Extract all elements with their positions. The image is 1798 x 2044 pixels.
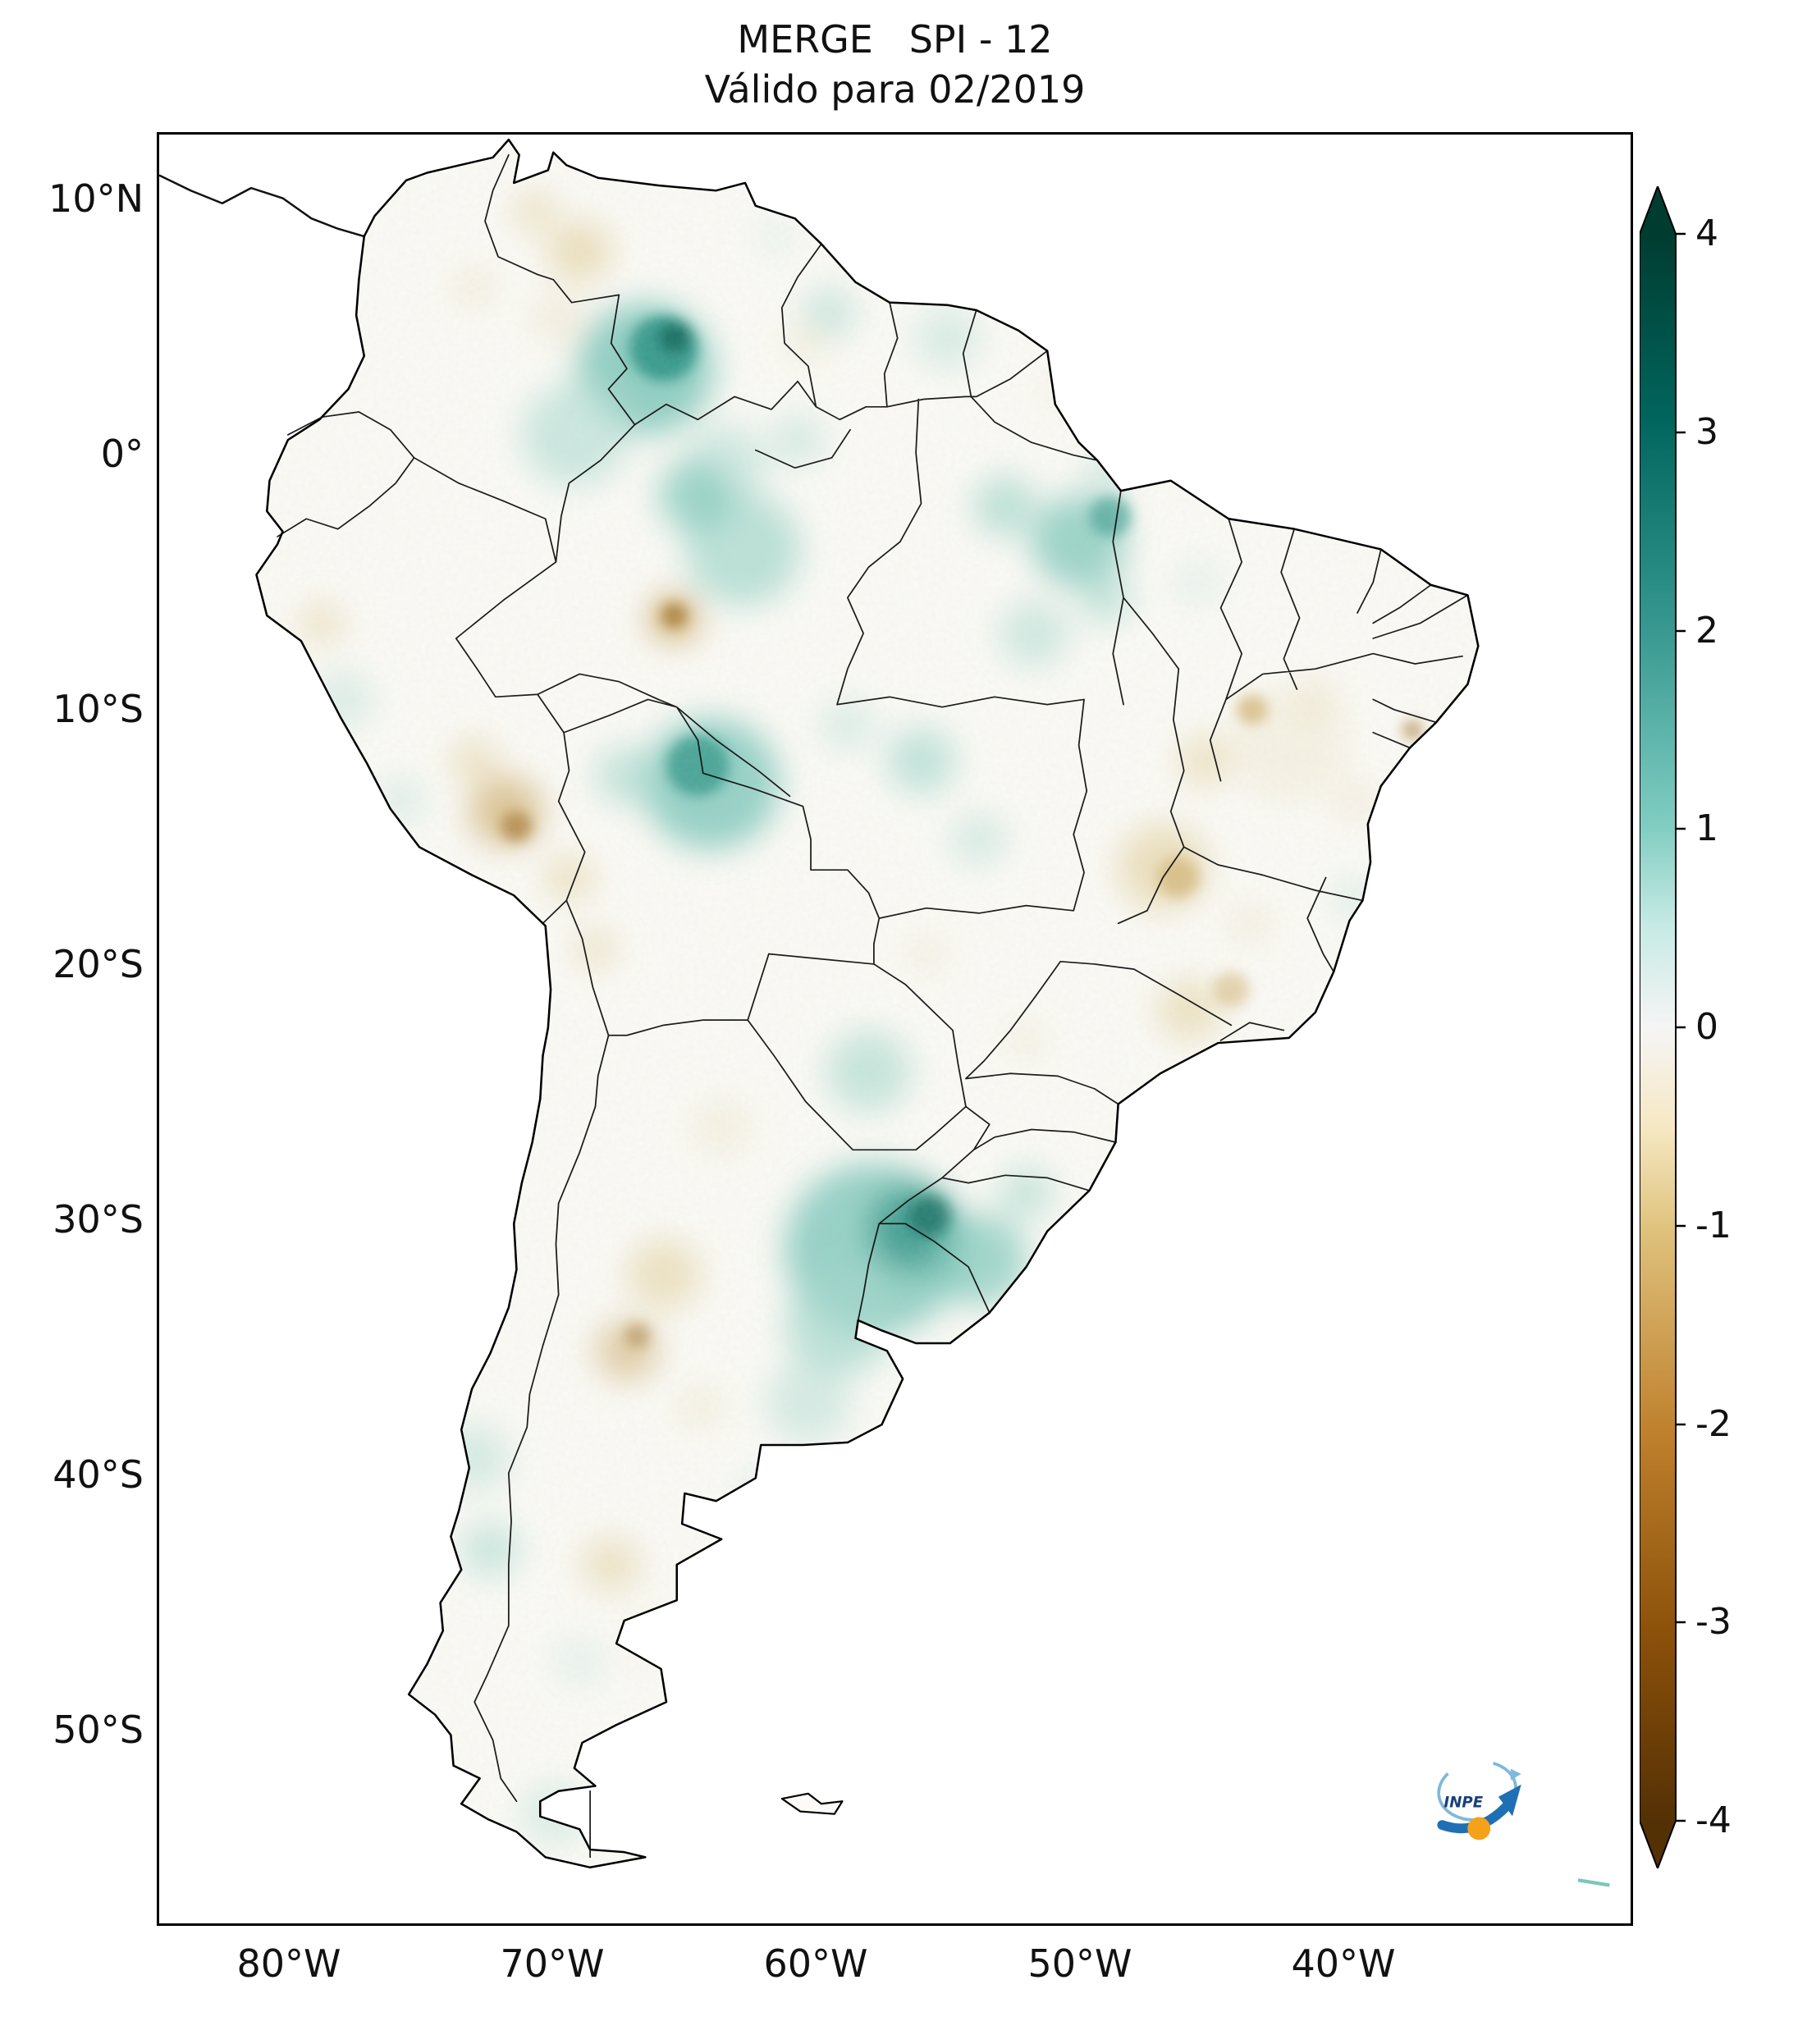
cb-tick-1: 1 <box>1695 807 1718 849</box>
inpe-logo: INPE <box>1437 1759 1521 1841</box>
cb-tick-m3: -3 <box>1695 1601 1732 1643</box>
logo-orbit-arrowhead-icon <box>1510 1768 1521 1781</box>
logo-orbit-icon <box>1437 1759 1517 1822</box>
cb-tick-2: 2 <box>1695 610 1718 652</box>
y-tick-10n: 10°N <box>48 176 144 221</box>
country-state-borders <box>277 153 1469 1859</box>
chart-title: MERGE SPI - 12 <box>737 17 1053 62</box>
y-tick-50s: 50°S <box>53 1708 144 1752</box>
logo-text: INPE <box>1443 1795 1483 1812</box>
colorbar-bar <box>1640 186 1677 1868</box>
x-tick-40w: 40°W <box>1291 1941 1396 1986</box>
colorbar-tickmarks <box>1676 232 1686 1822</box>
falkland-islands <box>780 1792 844 1815</box>
map-plot-area: INPE <box>157 132 1633 1926</box>
chart-subtitle: Válido para 02/2019 <box>704 66 1086 112</box>
y-tick-30s: 30°S <box>53 1197 144 1241</box>
cb-tick-m1: -1 <box>1695 1205 1732 1246</box>
logo-swoosh-arrowhead-icon <box>1498 1784 1521 1817</box>
x-tick-60w: 60°W <box>763 1941 868 1986</box>
x-tick-80w: 80°W <box>236 1941 341 1986</box>
cb-tick-0: 0 <box>1695 1006 1718 1048</box>
x-tick-50w: 50°W <box>1027 1941 1132 1986</box>
south-america-map <box>159 138 1610 1887</box>
chart-title-block: MERGE SPI - 12 Válido para 02/2019 <box>157 15 1633 114</box>
raster-noise-teal <box>256 139 1479 1868</box>
cb-tick-m2: -2 <box>1695 1403 1732 1445</box>
y-tick-0: 0° <box>100 432 144 476</box>
x-tick-70w: 70°W <box>500 1941 605 1986</box>
y-tick-40s: 40°S <box>53 1452 144 1497</box>
spi-anomaly-field <box>256 139 1479 1868</box>
cb-tick-m4: -4 <box>1695 1799 1732 1841</box>
y-tick-10s: 10°S <box>53 687 144 731</box>
continent-outline <box>255 138 1480 1869</box>
panama-coastline <box>159 174 365 238</box>
spi-colorbar <box>1640 186 1686 1868</box>
logo-planet-icon <box>1467 1817 1491 1841</box>
cb-tick-3: 3 <box>1695 411 1718 453</box>
cb-tick-4: 4 <box>1695 213 1718 254</box>
y-tick-20s: 20°S <box>53 942 144 986</box>
sea-speck <box>1577 1878 1610 1887</box>
